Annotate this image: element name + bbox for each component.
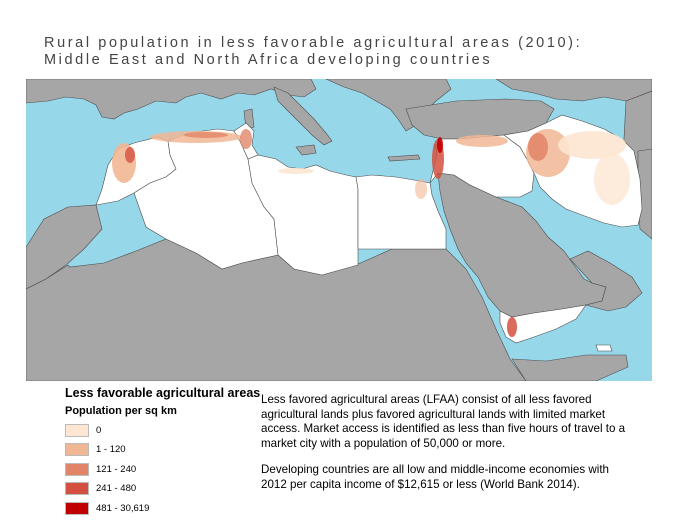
land-italy bbox=[273, 86, 333, 146]
legend-swatch bbox=[65, 443, 89, 456]
land-somalia-horn bbox=[511, 354, 629, 381]
population-density-layer bbox=[112, 129, 630, 337]
legend-item: 481 - 30,619 bbox=[65, 499, 149, 517]
density-iran-north bbox=[558, 131, 626, 159]
land-caucasus bbox=[495, 79, 652, 102]
density-libya-coast bbox=[278, 168, 314, 174]
land-europe-iberia bbox=[26, 79, 317, 120]
socotra bbox=[595, 344, 613, 352]
land-sicily bbox=[295, 144, 317, 156]
yemen bbox=[499, 304, 587, 344]
legend-label: 241 - 480 bbox=[96, 483, 137, 494]
map-title: Rural population in less favorable agric… bbox=[44, 35, 582, 69]
legend-item: 241 - 480 bbox=[65, 480, 149, 498]
other-land bbox=[26, 79, 652, 381]
legend-label: 121 - 240 bbox=[96, 463, 137, 475]
legend-swatch bbox=[65, 482, 89, 495]
description-paragraph-1: Less favored agricultural areas (LFAA) c… bbox=[261, 393, 626, 450]
legend-label: 1 - 120 bbox=[96, 444, 126, 455]
title-line-1: Rural population in less favorable agric… bbox=[44, 35, 583, 51]
density-zagros-high bbox=[528, 133, 548, 161]
legend-label: 481 - 30,619 bbox=[96, 502, 150, 514]
legend-swatch bbox=[65, 501, 89, 515]
legend: 0 1 - 120 121 - 240 241 - 480 481 - 30,6… bbox=[65, 421, 149, 519]
land-crete bbox=[387, 154, 421, 162]
map-frame bbox=[26, 79, 652, 381]
description-paragraph-2: Developing countries are all low and mid… bbox=[261, 463, 609, 491]
legend-item: 1 - 120 bbox=[65, 441, 149, 459]
legend-title: Less favorable agricultural areas bbox=[65, 386, 261, 400]
density-lebanon bbox=[437, 137, 443, 153]
legend-item: 0 bbox=[65, 421, 149, 439]
legend-label: 0 bbox=[96, 424, 102, 436]
density-nile bbox=[415, 179, 427, 199]
legend-item: 121 - 240 bbox=[65, 460, 149, 478]
title-line-2: Middle East and North Africa developing … bbox=[44, 52, 493, 68]
legend-subtitle: Population per sq km bbox=[65, 405, 177, 417]
density-syria-north bbox=[456, 135, 508, 147]
density-yemen bbox=[507, 317, 517, 337]
map-svg bbox=[26, 79, 652, 381]
description: Less favored agricultural areas (LFAA) c… bbox=[261, 393, 636, 505]
land-oman-uae bbox=[569, 250, 643, 312]
density-tunisia bbox=[240, 129, 252, 149]
density-morocco-high bbox=[125, 147, 135, 163]
density-iran-east bbox=[594, 153, 630, 205]
legend-swatch bbox=[65, 462, 89, 476]
density-algeria-tell bbox=[184, 132, 228, 138]
legend-swatch bbox=[65, 423, 89, 437]
